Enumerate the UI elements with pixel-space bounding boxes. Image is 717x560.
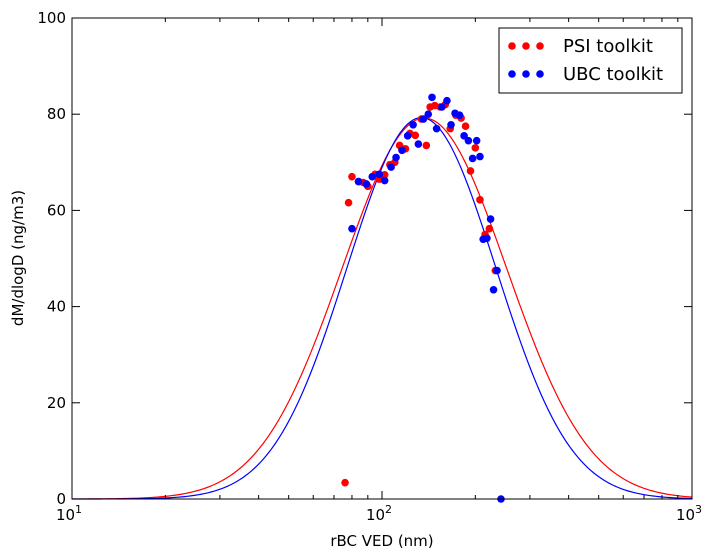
axis-ticks	[71, 17, 693, 500]
y-tick-label: 40	[47, 298, 66, 316]
x-tick-label: 102	[366, 503, 392, 524]
legend-marker	[508, 42, 516, 50]
data-point	[387, 163, 395, 171]
data-point	[466, 167, 475, 175]
data-point	[438, 103, 446, 111]
data-point	[461, 122, 470, 131]
data-point	[375, 170, 384, 179]
data-point	[455, 111, 464, 119]
legend-box	[498, 27, 683, 94]
data-point	[403, 132, 412, 140]
data-point	[432, 124, 441, 133]
data-point	[419, 115, 428, 123]
data-point	[380, 176, 389, 185]
data-point	[424, 110, 433, 118]
fit-curve	[72, 117, 693, 500]
y-tick-labels: 0 20 40 60 80 100	[37, 9, 66, 508]
data-point	[464, 136, 473, 145]
data-point	[485, 224, 494, 233]
data-point	[476, 196, 484, 204]
x-axis-label: rBC VED (nm)	[330, 532, 433, 550]
fit-curves	[72, 116, 693, 500]
legend-marker	[536, 42, 544, 50]
data-point	[392, 153, 400, 162]
data-point	[447, 120, 455, 129]
data-point	[414, 140, 423, 148]
legend-marker	[522, 42, 530, 50]
data-point	[493, 266, 501, 275]
fit-curve	[72, 116, 693, 500]
x-tick-labels: 101 102 103	[56, 503, 702, 524]
data-points	[341, 93, 505, 503]
data-point	[428, 93, 436, 102]
data-point	[409, 120, 417, 129]
x-tick-label: 101	[56, 503, 82, 524]
data-point	[354, 177, 363, 186]
legend-label: PSI toolkit	[563, 36, 653, 57]
legend-marker	[522, 70, 530, 78]
data-point	[471, 144, 480, 152]
y-tick-label: 80	[47, 105, 66, 123]
data-point	[468, 154, 477, 163]
data-point	[344, 198, 353, 207]
data-point	[472, 136, 481, 145]
data-point	[422, 141, 431, 150]
y-tick-label: 20	[47, 394, 66, 412]
legend-marker	[536, 70, 544, 78]
data-point	[486, 215, 495, 223]
data-point	[411, 131, 420, 140]
data-point	[348, 224, 356, 233]
data-point	[341, 478, 349, 487]
y-axis-label: dM/dlogD (ng/m3)	[9, 190, 27, 326]
legend-label: UBC toolkit	[563, 64, 663, 85]
x-tick-label: 103	[676, 503, 702, 524]
data-point	[398, 146, 406, 155]
y-tick-label: 60	[47, 201, 66, 219]
legend-marker	[508, 70, 516, 78]
data-point	[476, 152, 484, 161]
data-point	[348, 172, 356, 181]
data-point	[368, 172, 377, 181]
data-point	[483, 234, 491, 243]
y-tick-label: 100	[37, 9, 66, 27]
y-tick-label: 0	[56, 490, 66, 508]
data-point	[362, 180, 371, 188]
data-point	[489, 285, 498, 294]
legend: PSI toolkit UBC toolkit	[498, 27, 683, 94]
data-point	[443, 96, 451, 105]
